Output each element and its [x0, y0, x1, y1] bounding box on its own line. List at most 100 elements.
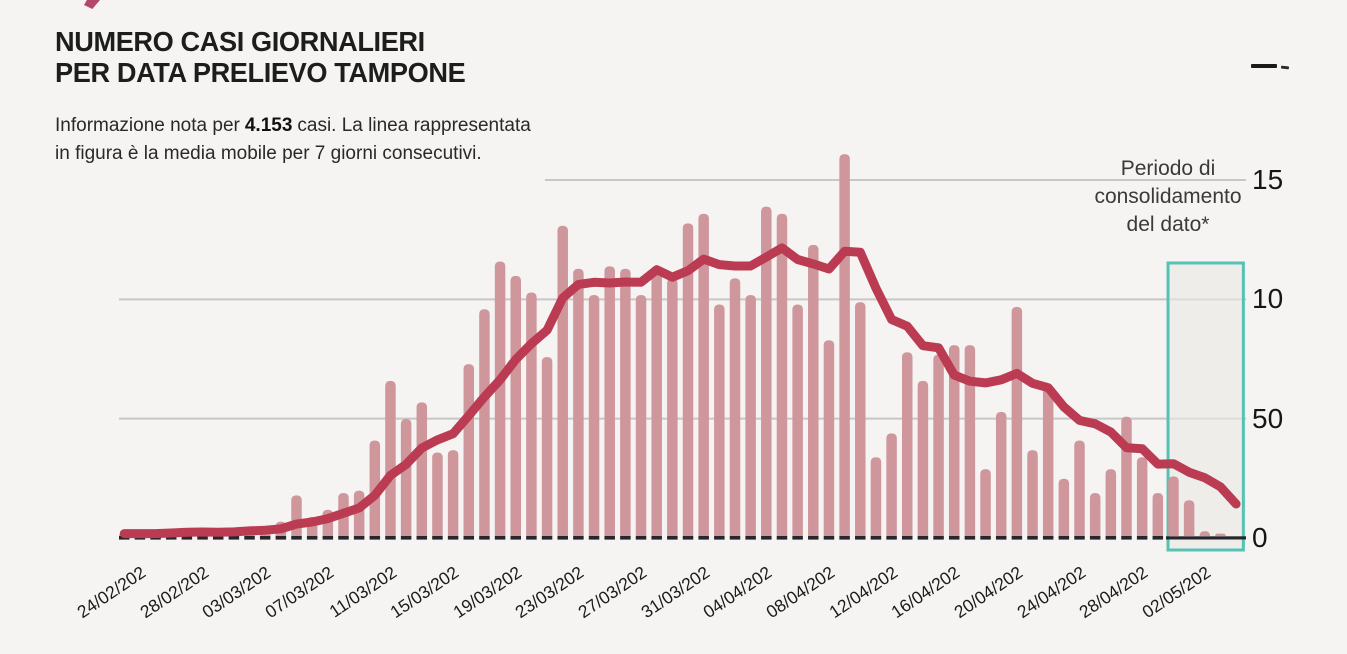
- baseline-tick: [369, 536, 381, 540]
- y-tick-label: 10: [1252, 283, 1284, 315]
- baseline-tick: [1152, 536, 1164, 540]
- baseline-tick: [604, 536, 615, 540]
- baseline-tick: [181, 536, 193, 540]
- baseline-tick: [917, 536, 929, 540]
- daily-cases-bar: [1058, 478, 1070, 536]
- baseline-tick: [275, 536, 287, 540]
- daily-cases-bar: [729, 278, 741, 536]
- daily-cases-bar: [698, 213, 709, 537]
- baseline-tick: [823, 536, 835, 540]
- baseline-tick: [839, 536, 850, 540]
- daily-cases-bar: [933, 354, 944, 536]
- daily-cases-bar: [432, 452, 443, 536]
- baseline-tick: [338, 536, 349, 540]
- baseline-tick: [1042, 536, 1054, 540]
- daily-cases-bar: [588, 294, 600, 536]
- baseline-tick: [306, 536, 318, 540]
- baseline-tick: [479, 536, 490, 540]
- baseline-tick: [745, 536, 756, 540]
- baseline-tick: [761, 536, 772, 540]
- baseline-tick: [729, 536, 741, 540]
- moving-average-line: [119, 243, 1241, 539]
- baseline-tick: [714, 536, 725, 540]
- baseline-tick: [322, 536, 334, 540]
- baseline-tick: [510, 536, 521, 540]
- baseline-tick: [526, 536, 537, 540]
- baseline-tick: [1121, 536, 1132, 540]
- daily-cases-bar: [776, 213, 788, 537]
- daily-cases-bar: [948, 345, 960, 536]
- baseline-tick: [980, 536, 991, 540]
- daily-cases-bar: [792, 304, 803, 536]
- daily-cases-bar: [479, 309, 490, 536]
- daily-cases-bar: [1027, 450, 1038, 536]
- legend-dash-icon: [1251, 64, 1277, 68]
- page-title-line1: NUMERO CASI GIORNALIERI: [55, 26, 425, 57]
- daily-cases-bar: [823, 340, 835, 536]
- baseline-tick: [432, 536, 443, 540]
- daily-cases-bar: [541, 357, 553, 536]
- daily-cases-bar: [1011, 306, 1023, 536]
- y-tick-label: 15: [1252, 164, 1284, 195]
- daily-cases-bar: [1121, 416, 1132, 536]
- daily-cases-bar: [1183, 500, 1195, 536]
- daily-cases-bar: [620, 268, 631, 536]
- baseline-tick: [165, 536, 177, 540]
- baseline-tick: [948, 536, 960, 540]
- baseline-tick: [620, 536, 631, 540]
- baseline-tick: [244, 536, 255, 540]
- y-tick-label: 50: [1252, 402, 1284, 434]
- consolidation-annotation: Periodo di consolidamento del dato*: [1094, 157, 1242, 236]
- baseline-tick: [212, 536, 224, 540]
- daily-cases-bar: [1042, 385, 1054, 536]
- baseline-tick: [964, 536, 976, 540]
- baseline-tick: [385, 536, 396, 540]
- baseline-tick: [792, 536, 803, 540]
- daily-cases-bar: [902, 352, 913, 536]
- daily-cases-bar: [1074, 440, 1085, 536]
- baseline-tick: [463, 536, 475, 540]
- daily-cases-bar: [557, 225, 568, 536]
- daily-cases-bar: [291, 495, 302, 536]
- subtitle-prefix: Informazione nota per: [55, 115, 240, 136]
- daily-cases-bar: [870, 457, 882, 536]
- baseline-tick: [1074, 536, 1085, 540]
- daily-cases-bar: [1168, 476, 1179, 536]
- baseline-tick: [494, 536, 506, 540]
- baseline-tick: [995, 536, 1007, 540]
- subtitle-case-count: 4.153: [244, 115, 293, 136]
- daily-cases-bar: [604, 266, 615, 536]
- consolidation-window-box: [1166, 261, 1245, 552]
- baseline-tick: [197, 536, 208, 540]
- y-tick-label: 0: [1252, 522, 1268, 553]
- baseline-tick: [886, 536, 897, 540]
- page-title-line2: PER DATA PRELIEVO TAMPONE: [55, 57, 466, 88]
- baseline-tick: [1136, 536, 1148, 540]
- daily-cases-bar: [463, 364, 475, 536]
- daily-cases-bar: [510, 275, 521, 536]
- daily-cases-bar: [886, 433, 897, 536]
- daily-cases-bar: [1199, 531, 1211, 536]
- daily-cases-bar: [855, 302, 866, 536]
- daily-cases-bar: [995, 411, 1007, 536]
- baseline-tick: [776, 536, 788, 540]
- subtitle-suffix: casi. La linea rappresentata in figura è…: [55, 115, 531, 164]
- daily-cases-bar: [964, 345, 976, 536]
- baseline-tick: [870, 536, 882, 540]
- daily-cases-bar: [1152, 493, 1164, 536]
- baseline-tick: [447, 536, 459, 540]
- baseline-tick: [259, 536, 271, 540]
- daily-cases-bar: [761, 206, 772, 536]
- daily-cases-bar: [573, 268, 584, 536]
- daily-cases-bar: [839, 154, 850, 536]
- daily-cases-bar: [808, 244, 819, 536]
- baseline-tick: [667, 536, 678, 540]
- baseline-tick: [228, 536, 240, 540]
- daily-cases-bar: [682, 223, 694, 536]
- baseline-tick: [353, 536, 365, 540]
- baseline-tick: [1027, 536, 1038, 540]
- daily-cases-bar: [745, 294, 756, 536]
- baseline-tick: [400, 536, 412, 540]
- daily-cases-bar: [667, 278, 678, 536]
